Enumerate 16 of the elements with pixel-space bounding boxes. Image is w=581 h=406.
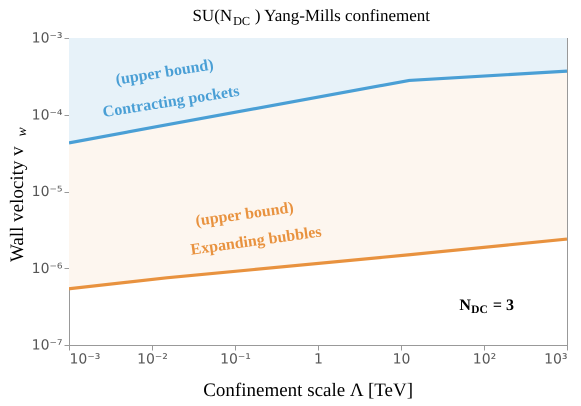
x-tick-label: 10⁻³ <box>70 352 100 368</box>
y-tick-label: 10⁻⁶ <box>32 260 63 277</box>
x-tick-label: 10⁻¹ <box>220 352 251 368</box>
y-tick-label: 10⁻⁴ <box>32 107 63 124</box>
x-axis-title: Confinement scale Λ [TeV] <box>203 380 414 401</box>
y-tick-label: 10⁻⁵ <box>32 184 62 200</box>
y-tick-label: 10⁻³ <box>32 30 62 46</box>
x-tick-label: 1 <box>314 352 323 368</box>
annotation: (upper bound) <box>114 56 215 89</box>
y-axis-title: Wall velocity vw <box>7 126 29 262</box>
annotation: (upper bound) <box>194 199 295 230</box>
x-tick-label: 10⁻² <box>137 352 168 368</box>
x-tick-label: 10³ <box>544 352 568 368</box>
y-tick-label: 10⁻⁷ <box>32 338 62 354</box>
x-tick-label: 10 <box>392 352 410 368</box>
x-tick-label: 10² <box>472 352 496 368</box>
